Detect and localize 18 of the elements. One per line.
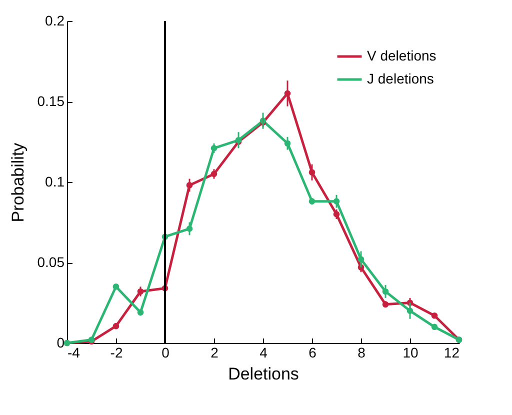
legend-label: V deletions xyxy=(367,48,436,64)
x-tick-label: 12 xyxy=(444,344,460,360)
y-tick-label: 0.1 xyxy=(45,174,65,190)
y-tick-label: 0.2 xyxy=(45,12,65,28)
y-tick-label: 0.05 xyxy=(37,254,65,270)
x-tick-label: -4 xyxy=(68,344,80,360)
legend-label: J deletions xyxy=(367,70,434,86)
x-tick-label: 2 xyxy=(210,344,219,360)
x-tick-label: 8 xyxy=(358,344,366,360)
x-tick-label: 0 xyxy=(162,344,170,360)
x-axis-title: Deletions xyxy=(228,364,299,384)
y-axis-title: Probability xyxy=(8,142,28,222)
y-tick-label: 0.15 xyxy=(37,93,65,109)
x-tick-label: 10 xyxy=(402,344,418,360)
x-tick-label: 4 xyxy=(260,344,268,360)
y-tick-label: 0 xyxy=(56,334,65,350)
x-tick-label: 6 xyxy=(308,344,317,360)
x-tick-label: -2 xyxy=(110,344,123,360)
